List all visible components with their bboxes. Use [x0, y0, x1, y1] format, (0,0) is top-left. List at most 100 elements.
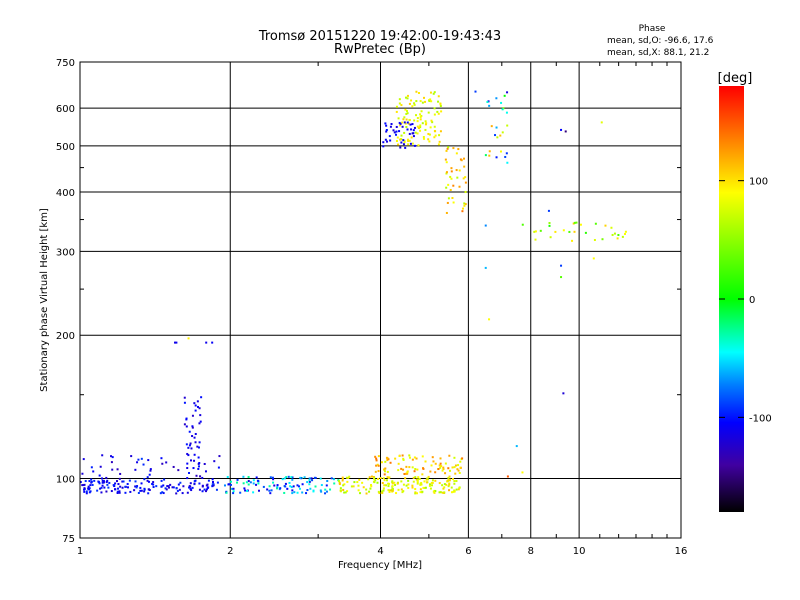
data-point	[187, 454, 190, 457]
data-point	[414, 476, 417, 479]
data-point	[368, 476, 371, 479]
data-point	[407, 483, 410, 486]
data-point	[601, 238, 604, 241]
data-point	[453, 482, 456, 485]
data-point	[439, 466, 442, 469]
data-point	[431, 484, 434, 487]
data-point	[283, 477, 286, 480]
data-point	[419, 129, 422, 132]
data-point	[405, 110, 408, 113]
data-point	[128, 479, 131, 482]
data-point	[445, 186, 448, 189]
data-point	[201, 476, 204, 479]
data-point	[329, 488, 332, 491]
data-point	[402, 483, 405, 486]
data-point	[255, 476, 258, 479]
data-point	[568, 230, 571, 233]
data-point	[610, 226, 613, 229]
stats-o-mode: mean, sd,O: -96.6, 17.6	[607, 36, 714, 46]
data-point	[190, 459, 193, 462]
data-point	[484, 224, 487, 227]
data-point	[441, 469, 444, 472]
data-point	[439, 491, 442, 494]
data-point	[459, 466, 462, 469]
data-point	[408, 118, 411, 121]
data-point	[403, 116, 406, 119]
data-point	[338, 483, 341, 486]
data-point	[402, 457, 405, 460]
data-point	[460, 159, 463, 162]
data-point	[106, 479, 109, 482]
data-point	[433, 125, 436, 128]
data-point	[452, 184, 455, 187]
colorbar-tick-label: 0	[749, 295, 755, 306]
data-point	[199, 475, 202, 478]
data-point	[421, 101, 424, 104]
data-point	[506, 161, 509, 164]
data-point	[91, 483, 94, 486]
data-point	[378, 492, 381, 495]
data-point	[372, 480, 375, 483]
y-tick-label: 200	[56, 331, 75, 342]
data-point	[488, 104, 491, 107]
data-point	[403, 141, 406, 144]
data-point	[350, 485, 353, 488]
data-point	[370, 485, 373, 488]
data-point	[410, 99, 413, 102]
data-point	[415, 478, 418, 481]
data-point	[252, 482, 255, 485]
data-point	[373, 477, 376, 480]
data-point	[404, 108, 407, 111]
data-point	[324, 488, 327, 491]
data-point	[456, 468, 459, 471]
data-point	[440, 110, 443, 113]
data-point	[101, 479, 104, 482]
data-point	[431, 456, 434, 459]
data-point	[288, 481, 291, 484]
data-point	[441, 484, 444, 487]
data-point	[413, 470, 416, 473]
data-point	[284, 482, 287, 485]
data-point	[444, 158, 447, 161]
data-point	[414, 491, 417, 494]
data-point	[166, 485, 169, 488]
data-point	[611, 233, 614, 236]
data-point	[562, 229, 565, 232]
data-point	[416, 478, 419, 481]
data-point	[450, 491, 453, 494]
data-point	[424, 486, 427, 489]
colorbar-label: [deg]	[718, 71, 753, 86]
data-point	[143, 490, 146, 493]
data-point	[383, 468, 386, 471]
data-point	[310, 477, 313, 480]
data-point	[419, 488, 422, 491]
data-point	[136, 485, 139, 488]
data-point	[359, 492, 362, 495]
data-point	[429, 98, 432, 101]
data-point	[548, 222, 551, 225]
data-point	[83, 488, 86, 491]
data-point	[445, 483, 448, 486]
data-point	[429, 126, 432, 129]
data-point	[134, 468, 137, 471]
data-point	[437, 112, 440, 115]
data-point	[419, 118, 422, 121]
data-point	[415, 114, 418, 117]
data-point	[457, 488, 460, 491]
data-point	[87, 485, 90, 488]
data-point	[458, 169, 461, 172]
data-point	[594, 222, 597, 225]
data-point	[429, 483, 432, 486]
data-point	[412, 129, 415, 132]
data-point	[186, 452, 189, 455]
data-point	[308, 479, 311, 482]
data-point	[408, 139, 411, 142]
data-point	[201, 490, 204, 493]
data-point	[187, 337, 190, 340]
data-point	[284, 485, 287, 488]
data-point	[408, 456, 411, 459]
x-tick-label: 8	[528, 546, 534, 557]
data-point	[423, 480, 426, 483]
data-point	[398, 130, 401, 133]
data-point	[146, 476, 149, 479]
